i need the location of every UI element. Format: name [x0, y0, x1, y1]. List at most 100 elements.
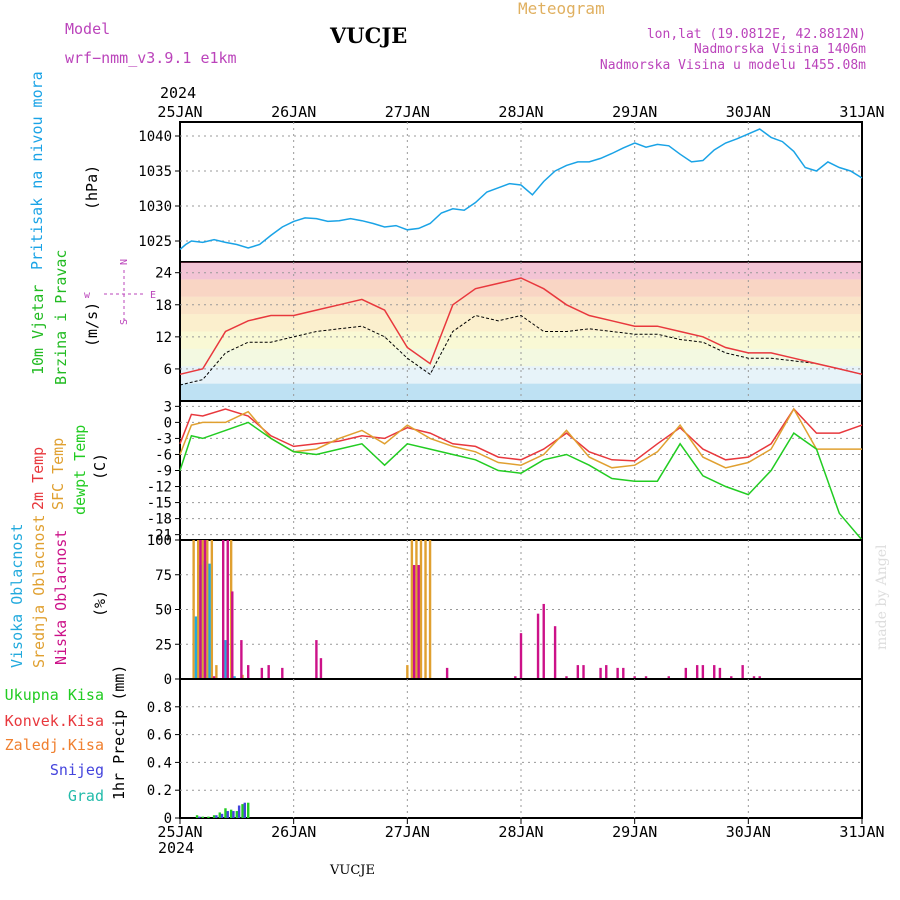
bar-cloud [605, 665, 608, 679]
model-label: Model [65, 20, 110, 38]
wind-band [181, 366, 861, 384]
bar-precip [220, 813, 224, 818]
bar-precip [212, 815, 216, 818]
station-title: VUCJE [329, 23, 407, 48]
x-tick-label-bottom: 27JAN [385, 823, 430, 841]
bar-precip [218, 812, 221, 818]
bar-cloud [752, 676, 756, 679]
precip-legend-label: Grad [68, 787, 104, 805]
coords-label: lon,lat (19.0812E, 42.8812N) [647, 27, 866, 42]
temp-axis-title-2: SFC Temp [49, 438, 67, 510]
bar-cloud [206, 540, 209, 679]
y-tick-label: 0.4 [147, 755, 172, 771]
bar-cloud [201, 540, 204, 679]
bar-precip [198, 816, 201, 818]
bar-cloud [412, 565, 416, 679]
bar-cloud [203, 540, 207, 679]
y-tick-label: 0 [164, 811, 172, 827]
temp-unit: (C) [91, 453, 109, 480]
pressure-axis-title: Pritisak na nivou mora [28, 71, 46, 270]
x-tick-label-top: 26JAN [271, 103, 316, 121]
y-tick-label: 1030 [138, 199, 172, 215]
footer-station: VUCJE [329, 863, 375, 878]
y-tick-label: -12 [147, 480, 172, 496]
bar-cloud [212, 676, 216, 679]
bar-cloud [667, 676, 670, 679]
bar-precip [241, 804, 244, 818]
wind-dir-e: E [150, 290, 156, 301]
bar-precip [235, 811, 239, 818]
bar-cloud [576, 665, 580, 679]
pressure-unit: (hPa) [83, 165, 101, 210]
wind-band [181, 348, 861, 367]
bar-cloud [410, 540, 414, 679]
bar-cloud [406, 665, 409, 679]
cloud-unit: (%) [91, 590, 109, 617]
cloud-axis-title-2: Srednja Oblacnost [30, 514, 48, 668]
panels-group: 1025 1030 1035 1040 Pritisak na nivou mora (h… [5, 71, 885, 841]
bar-precip [224, 808, 227, 818]
y-tick-label: 25 [155, 637, 172, 653]
x-tick-label-top: 27JAN [385, 103, 430, 121]
bar-cloud [194, 616, 198, 679]
y-tick-label: 24 [155, 266, 172, 282]
bar-precip [232, 811, 235, 818]
bar-cloud [419, 540, 423, 679]
bar-precip [201, 816, 204, 818]
precip-legend-label: Ukupna Kisa [5, 686, 104, 704]
x-tick-label-top: 30JAN [726, 103, 771, 121]
series-line-wind-1 [179, 277, 863, 376]
bar-cloud [553, 626, 557, 679]
y-tick-label: 1035 [138, 164, 172, 180]
bar-cloud [215, 665, 218, 679]
bar-cloud [695, 665, 699, 679]
wind-band [181, 279, 861, 297]
bar-cloud [565, 676, 568, 679]
bar-cloud [741, 665, 744, 679]
x-tick-label-top: 28JAN [498, 103, 543, 121]
wind-axis-title-bottom: Brzina i Pravac [52, 250, 70, 385]
bar-cloud [582, 665, 585, 679]
bar-cloud [192, 540, 195, 679]
series-line-wind-0 [179, 314, 863, 386]
elevation-label: Nadmorska Visina 1406m [694, 42, 866, 57]
wind-band [181, 262, 861, 280]
bar-precip [215, 815, 218, 818]
y-tick-label: 100 [147, 533, 172, 549]
bar-cloud [231, 591, 234, 679]
credit-label: made by Angel [874, 544, 890, 650]
bar-cloud [713, 665, 716, 679]
bar-cloud [445, 667, 449, 679]
bar-precip [247, 802, 250, 818]
y-tick-label: 75 [155, 568, 172, 584]
y-tick-label: 1025 [138, 234, 172, 250]
bar-cloud [199, 540, 202, 679]
wind-dir-n: N [119, 259, 130, 265]
bar-precip [207, 816, 210, 818]
x-tick-label-bottom: 25JAN [157, 823, 202, 841]
year-bottom: 2024 [158, 839, 194, 857]
bar-cloud [616, 667, 619, 679]
wind-dir-s: S [119, 319, 130, 325]
x-tick-label-bottom: 29JAN [612, 823, 657, 841]
bar-cloud [701, 665, 705, 679]
bar-precip [226, 811, 229, 818]
bar-cloud [514, 676, 517, 679]
bar-cloud [281, 667, 284, 679]
y-tick-label: 18 [155, 298, 172, 314]
precip-axis-title: 1hr Precip (mm) [110, 665, 128, 800]
y-tick-label: 0 [164, 672, 172, 688]
y-tick-label: -3 [155, 431, 172, 447]
cloud-axis-title-1: Visoka Oblacnost [8, 524, 26, 669]
precip-legend-label: Konvek.Kisa [5, 712, 104, 730]
bar-cloud [233, 676, 236, 679]
y-tick-label: 50 [155, 603, 172, 619]
bar-precip [229, 809, 233, 818]
bar-cloud [519, 633, 523, 679]
bar-cloud [536, 613, 540, 679]
bar-cloud [424, 540, 427, 679]
y-tick-label: 0.6 [147, 728, 172, 744]
bar-cloud [267, 665, 270, 679]
wind-unit: (m/s) [83, 302, 101, 347]
